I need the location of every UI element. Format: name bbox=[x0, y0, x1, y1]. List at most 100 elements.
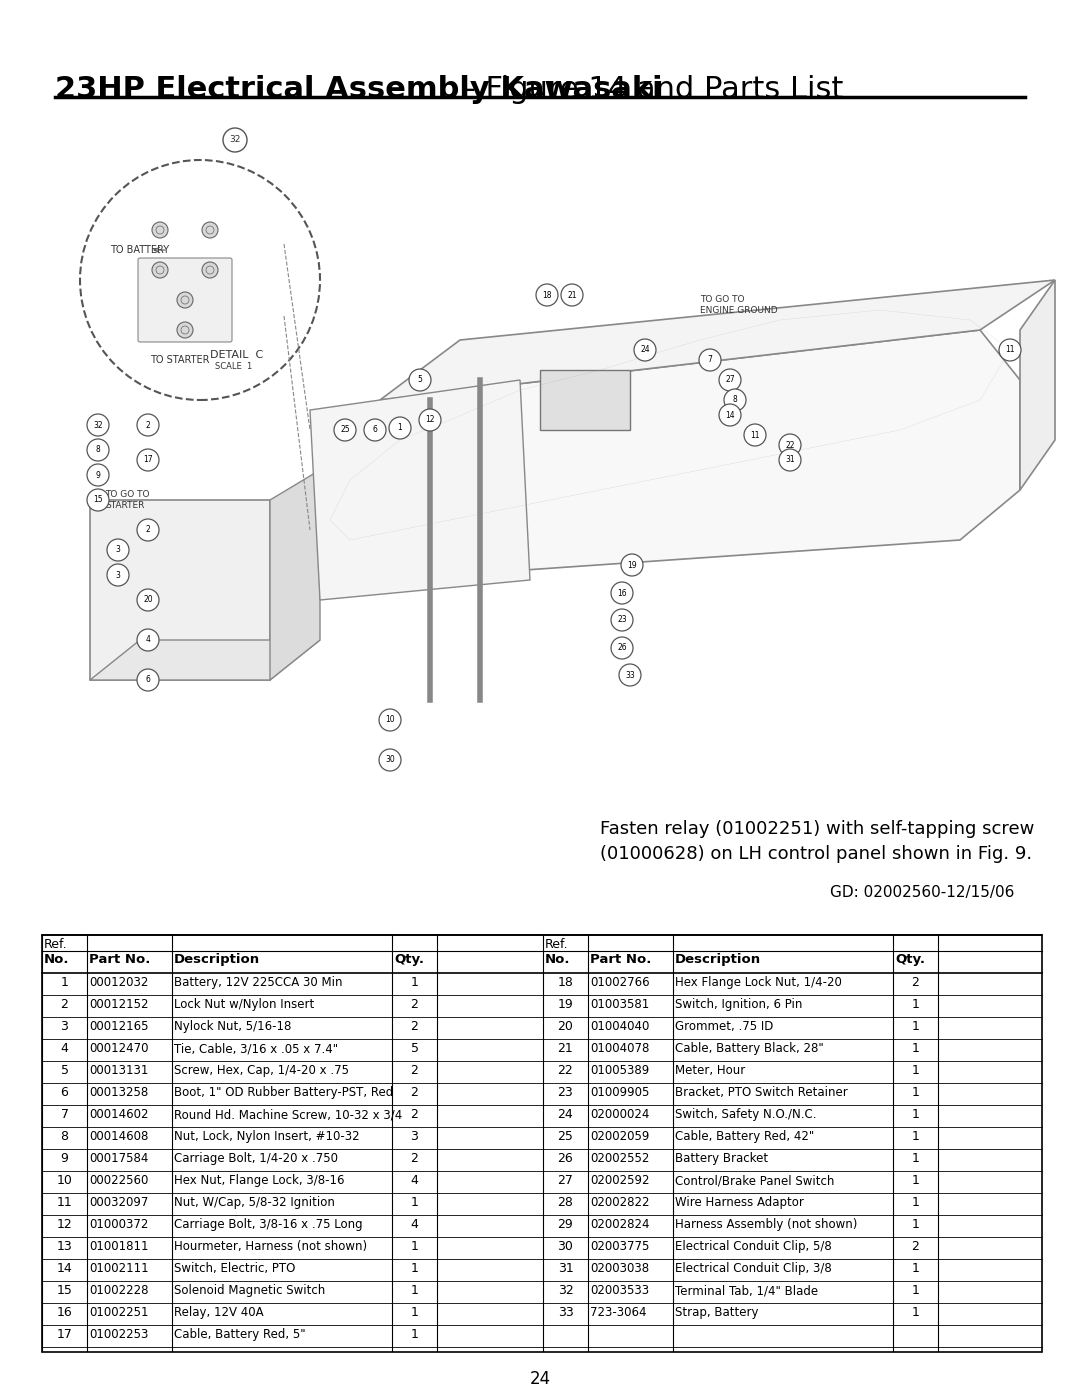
Text: 1: 1 bbox=[410, 1284, 418, 1296]
Text: Carriage Bolt, 1/4-20 x .750: Carriage Bolt, 1/4-20 x .750 bbox=[174, 1153, 338, 1165]
Text: Description: Description bbox=[174, 953, 260, 965]
Text: 11: 11 bbox=[1005, 345, 1015, 355]
Text: Cable, Battery Red, 5": Cable, Battery Red, 5" bbox=[174, 1329, 306, 1341]
Text: Lock Nut w/Nylon Insert: Lock Nut w/Nylon Insert bbox=[174, 997, 314, 1011]
Text: 2: 2 bbox=[410, 1065, 418, 1077]
Text: 5: 5 bbox=[418, 376, 422, 384]
Text: 1: 1 bbox=[410, 1261, 418, 1275]
Circle shape bbox=[137, 669, 159, 692]
FancyBboxPatch shape bbox=[138, 258, 232, 342]
Text: 1: 1 bbox=[912, 997, 919, 1011]
Text: 1: 1 bbox=[397, 423, 403, 433]
Text: 23HP Electrical Assembly Kawasaki: 23HP Electrical Assembly Kawasaki bbox=[55, 75, 663, 103]
Text: Grommet, .75 ID: Grommet, .75 ID bbox=[675, 1020, 773, 1032]
Text: 4: 4 bbox=[410, 1173, 418, 1187]
Text: 1: 1 bbox=[912, 1153, 919, 1165]
Text: Electrical Conduit Clip, 5/8: Electrical Conduit Clip, 5/8 bbox=[675, 1241, 832, 1253]
Text: 00022560: 00022560 bbox=[89, 1173, 148, 1187]
Text: 00012032: 00012032 bbox=[89, 977, 148, 989]
Text: 26: 26 bbox=[617, 644, 626, 652]
FancyBboxPatch shape bbox=[90, 500, 270, 680]
Text: Part No.: Part No. bbox=[89, 953, 150, 965]
Text: 2: 2 bbox=[410, 997, 418, 1011]
Bar bbox=[42, 935, 1042, 1352]
Text: 30: 30 bbox=[386, 756, 395, 764]
Circle shape bbox=[779, 434, 801, 455]
Text: 01002251: 01002251 bbox=[89, 1306, 149, 1319]
Circle shape bbox=[419, 409, 441, 432]
Text: 31: 31 bbox=[785, 455, 795, 464]
Text: 17: 17 bbox=[56, 1329, 72, 1341]
Text: 1: 1 bbox=[410, 1196, 418, 1208]
Text: 02002552: 02002552 bbox=[590, 1153, 649, 1165]
Circle shape bbox=[719, 404, 741, 426]
Text: 1: 1 bbox=[912, 1196, 919, 1208]
Text: 15: 15 bbox=[56, 1284, 72, 1296]
Text: Ref.: Ref. bbox=[44, 937, 68, 951]
Circle shape bbox=[137, 414, 159, 436]
Circle shape bbox=[152, 263, 168, 278]
Text: 1: 1 bbox=[912, 1284, 919, 1296]
Text: 19: 19 bbox=[557, 997, 573, 1011]
Text: 3: 3 bbox=[116, 570, 121, 580]
Text: 25: 25 bbox=[557, 1130, 573, 1143]
Text: 00014608: 00014608 bbox=[89, 1130, 148, 1143]
Text: Hex Flange Lock Nut, 1/4-20: Hex Flange Lock Nut, 1/4-20 bbox=[675, 977, 842, 989]
Text: 00032097: 00032097 bbox=[89, 1196, 148, 1208]
Text: 1: 1 bbox=[912, 1085, 919, 1099]
Text: 00017584: 00017584 bbox=[89, 1153, 148, 1165]
Circle shape bbox=[409, 369, 431, 391]
Circle shape bbox=[364, 419, 386, 441]
Text: 1: 1 bbox=[912, 1218, 919, 1231]
Text: GD: 02002560-12/15/06: GD: 02002560-12/15/06 bbox=[831, 886, 1014, 900]
Text: 00012152: 00012152 bbox=[89, 997, 149, 1011]
Polygon shape bbox=[380, 330, 1020, 580]
Text: - Figure 14 and Parts List: - Figure 14 and Parts List bbox=[455, 75, 843, 103]
Text: 02000024: 02000024 bbox=[590, 1108, 649, 1120]
Circle shape bbox=[87, 414, 109, 436]
Text: 3: 3 bbox=[116, 545, 121, 555]
Text: TO STARTER: TO STARTER bbox=[150, 355, 210, 365]
Text: 29: 29 bbox=[557, 1218, 573, 1231]
Text: 1: 1 bbox=[912, 1261, 919, 1275]
Text: Switch, Ignition, 6 Pin: Switch, Ignition, 6 Pin bbox=[675, 997, 802, 1011]
Circle shape bbox=[634, 339, 656, 360]
Text: 02002822: 02002822 bbox=[590, 1196, 649, 1208]
FancyBboxPatch shape bbox=[540, 370, 630, 430]
Text: 33: 33 bbox=[557, 1306, 573, 1319]
Text: 10: 10 bbox=[386, 715, 395, 725]
Circle shape bbox=[724, 388, 746, 411]
Circle shape bbox=[202, 222, 218, 237]
Text: 2: 2 bbox=[410, 1020, 418, 1032]
Text: 16: 16 bbox=[617, 588, 626, 598]
Text: 723-3064: 723-3064 bbox=[590, 1306, 647, 1319]
Circle shape bbox=[87, 464, 109, 486]
Text: 1: 1 bbox=[912, 1108, 919, 1120]
Text: Cable, Battery Black, 28": Cable, Battery Black, 28" bbox=[675, 1042, 824, 1055]
Text: 27: 27 bbox=[725, 376, 734, 384]
Text: 8: 8 bbox=[732, 395, 738, 405]
Text: 2: 2 bbox=[912, 1241, 919, 1253]
Text: Screw, Hex, Cap, 1/4-20 x .75: Screw, Hex, Cap, 1/4-20 x .75 bbox=[174, 1065, 349, 1077]
Text: No.: No. bbox=[545, 953, 570, 965]
Text: 31: 31 bbox=[557, 1261, 573, 1275]
Text: 6: 6 bbox=[60, 1085, 68, 1099]
Text: 1: 1 bbox=[410, 1306, 418, 1319]
Text: DETAIL  C: DETAIL C bbox=[210, 351, 264, 360]
Circle shape bbox=[87, 489, 109, 511]
Text: 00012470: 00012470 bbox=[89, 1042, 149, 1055]
Circle shape bbox=[202, 263, 218, 278]
Text: 20: 20 bbox=[144, 595, 152, 605]
Text: Description: Description bbox=[675, 953, 761, 965]
Text: 02002592: 02002592 bbox=[590, 1173, 649, 1187]
Text: Carriage Bolt, 3/8-16 x .75 Long: Carriage Bolt, 3/8-16 x .75 Long bbox=[174, 1218, 363, 1231]
Text: 12: 12 bbox=[56, 1218, 72, 1231]
Text: 19: 19 bbox=[627, 560, 637, 570]
Text: Relay, 12V 40A: Relay, 12V 40A bbox=[174, 1306, 264, 1319]
Text: Ref.: Ref. bbox=[545, 937, 569, 951]
Text: 9: 9 bbox=[95, 471, 100, 479]
Text: 32: 32 bbox=[229, 136, 241, 144]
Text: 26: 26 bbox=[557, 1153, 573, 1165]
Text: 11: 11 bbox=[56, 1196, 72, 1208]
Text: TO BATTERY: TO BATTERY bbox=[110, 244, 170, 256]
